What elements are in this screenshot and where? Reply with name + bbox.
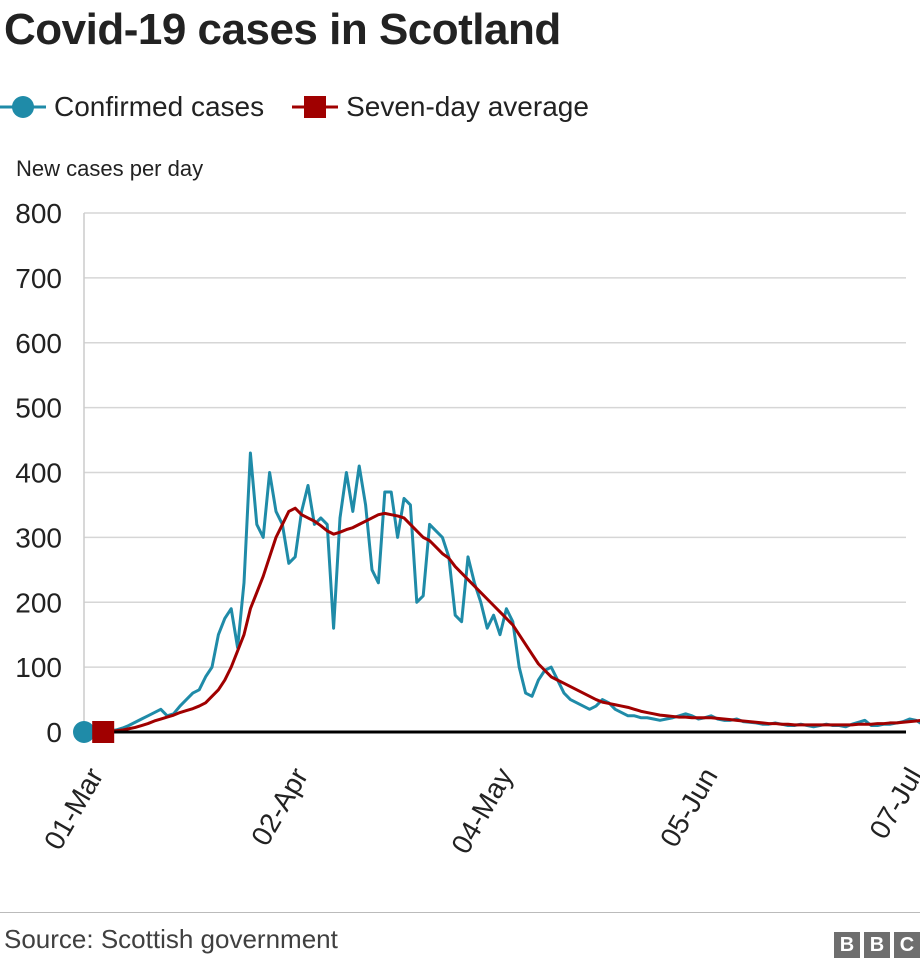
start-marker-average (92, 721, 115, 743)
y-tick-label: 700 (15, 263, 62, 294)
x-tick-label: 01-Mar (38, 763, 109, 855)
legend-marker-confirmed-icon (0, 96, 46, 118)
legend-label-confirmed: Confirmed cases (54, 91, 265, 122)
y-tick-label: 100 (15, 652, 62, 683)
x-tick-label: 04-May (445, 763, 519, 859)
legend-item-confirmed: Confirmed cases (0, 91, 264, 123)
footer-divider (0, 912, 920, 913)
chart-title: Covid-19 cases in Scotland (4, 5, 561, 54)
bbc-logo-letter-1: B (834, 932, 860, 958)
x-tick-label: 05-Jun (654, 763, 724, 853)
x-tick-label: 07-Jul (863, 763, 920, 845)
y-tick-label: 500 (15, 393, 62, 424)
legend: Confirmed cases Seven-day average (0, 84, 617, 130)
x-tick-label: 02-Apr (245, 763, 314, 851)
legend-marker-average-icon (292, 96, 339, 118)
line-chart: 0 100 200 300 400 500 600 700 800 01-Mar 02-Apr 04-… (15, 198, 920, 859)
legend-item-average: Seven-day average (292, 91, 589, 123)
y-axis-label: New cases per day (16, 156, 204, 181)
series-line-average (84, 506, 920, 734)
bbc-logo-letter-3: C (894, 932, 920, 958)
bbc-logo: B B C (830, 932, 920, 958)
series-line-confirmed (84, 451, 920, 734)
source-note: Source: Scottish government (4, 924, 338, 954)
legend-label-average: Seven-day average (346, 91, 589, 122)
y-tick-label: 0 (46, 717, 62, 748)
bbc-logo-letter-2: B (864, 932, 890, 958)
y-tick-label: 200 (15, 587, 62, 618)
y-tick-label: 800 (15, 198, 62, 229)
y-tick-label: 600 (15, 328, 62, 359)
y-tick-label: 300 (15, 522, 62, 553)
start-marker-confirmed (73, 721, 95, 743)
y-tick-label: 400 (15, 458, 62, 489)
